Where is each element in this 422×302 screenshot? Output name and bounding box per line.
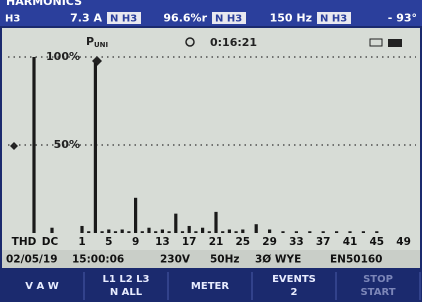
bar: [134, 198, 137, 233]
bar: [201, 228, 204, 233]
x-tick-label: 25: [235, 236, 250, 248]
bar: [235, 231, 238, 233]
bar: [375, 231, 378, 233]
bar: [208, 231, 211, 233]
x-tick-label: 9: [132, 236, 139, 248]
bar: [295, 231, 298, 233]
readout-value: - 93°: [388, 12, 417, 25]
readout-label: N H3: [320, 14, 347, 25]
bar: [80, 226, 83, 233]
readout-label: N H3: [110, 14, 137, 25]
bar: [308, 231, 311, 233]
bar: [154, 231, 157, 233]
readout-value: 150 Hz: [270, 12, 312, 25]
softkey-label: START: [360, 287, 395, 298]
readout-value: 96.6%r: [163, 12, 207, 25]
bar: [255, 224, 258, 233]
bar: [161, 229, 164, 233]
bar: [241, 229, 244, 233]
parameter: P: [86, 35, 94, 48]
x-tick-label: 17: [182, 236, 197, 248]
x-tick-label: 45: [369, 236, 384, 248]
info-text: 230V: [160, 254, 191, 266]
bar: [214, 212, 217, 233]
x-tick-label: 33: [289, 236, 304, 248]
bar: [322, 231, 325, 233]
parameter-sub: UNI: [94, 41, 108, 49]
x-tick-label: THD: [12, 236, 37, 248]
bar: [141, 231, 144, 233]
bar: [348, 231, 351, 233]
info-text: 02/05/19: [6, 254, 58, 266]
x-tick-label: 41: [343, 236, 358, 248]
bar: [188, 226, 191, 233]
bar: [174, 214, 177, 233]
y-tick-label: 50%: [54, 138, 80, 151]
bar: [107, 229, 110, 233]
x-tick-label: 21: [209, 236, 224, 248]
x-tick-label: 49: [396, 236, 411, 248]
bar: [181, 231, 184, 233]
softkey-label: V A W: [25, 281, 58, 292]
x-tick-label: 29: [262, 236, 277, 248]
elapsed-time: 0:16:21: [210, 36, 257, 49]
softkey-label: L1 L2 L3: [103, 274, 150, 285]
bar: [281, 231, 284, 233]
bar: [168, 231, 171, 233]
bar: [50, 228, 53, 233]
bar: [194, 231, 197, 233]
y-tick-label: 100%: [46, 50, 80, 63]
info-text: 50Hz: [210, 254, 240, 266]
x-tick-label: 5: [105, 236, 112, 248]
header-title: HARMONICS: [6, 0, 82, 8]
softkey-label: METER: [191, 281, 229, 292]
softkey-label: 2: [291, 287, 298, 298]
bar: [101, 231, 104, 233]
bar: [94, 63, 97, 233]
battery-icon: [388, 39, 402, 47]
info-text: EN50160: [330, 254, 383, 266]
x-tick-label: DC: [42, 236, 59, 248]
readout-label: N H3: [215, 14, 242, 25]
bar: [362, 231, 365, 233]
info-text: 3Ø WYE: [255, 254, 301, 266]
bar: [335, 231, 338, 233]
x-tick-label: 37: [316, 236, 331, 248]
analyzer-screen: HARMONICS P UNI 0:16:21 H3 7.3 A N H3 96.6%…: [0, 0, 422, 302]
softkey-label: EVENTS: [272, 274, 316, 285]
readout-label: H3: [5, 14, 20, 25]
x-tick-label: 1: [78, 236, 85, 248]
bar: [221, 231, 224, 233]
bar: [87, 231, 90, 233]
bar: [228, 229, 231, 233]
bar: [114, 231, 117, 233]
bar: [32, 57, 35, 233]
bar: [127, 231, 130, 233]
softkey-label: STOP: [363, 274, 393, 285]
bar: [147, 228, 150, 233]
x-tick-label: 13: [155, 236, 170, 248]
info-text: 15:00:06: [72, 254, 124, 266]
bar: [121, 229, 124, 233]
bar: [268, 229, 271, 233]
readout-value: 7.3 A: [70, 12, 102, 25]
softkey-label: N ALL: [110, 287, 143, 298]
